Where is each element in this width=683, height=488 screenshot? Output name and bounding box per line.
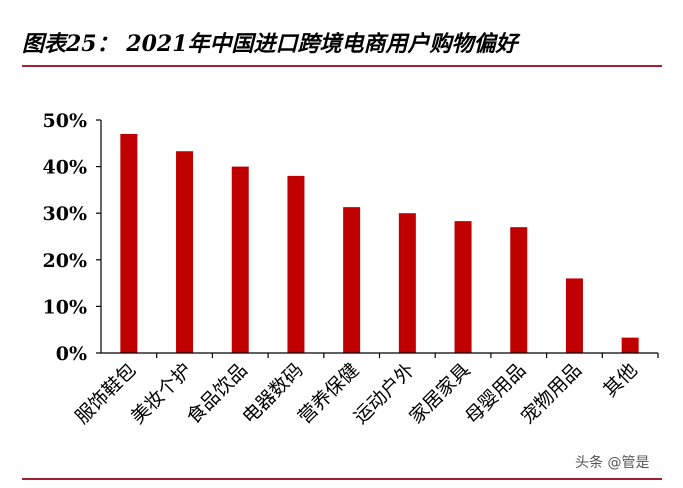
- y-tick-label: 50%: [43, 110, 88, 132]
- x-tick-label: 运动户外: [350, 359, 419, 428]
- footer-rule: [22, 478, 662, 480]
- bar: [398, 213, 416, 353]
- bar: [565, 278, 583, 353]
- x-tick-label: 家居家具: [405, 359, 474, 428]
- bar: [120, 133, 138, 353]
- x-tick-label: 美妆个护: [127, 359, 196, 428]
- bar: [343, 207, 361, 353]
- watermark: 头条 @管是: [575, 455, 650, 471]
- chart-title: 图表25： 2021年中国进口跨境电商用户购物偏好: [22, 31, 518, 57]
- x-tick-label: 服饰鞋包: [71, 359, 140, 428]
- bars: [120, 133, 639, 353]
- y-tick-label: 20%: [43, 250, 88, 272]
- x-tick-label: 其他: [599, 359, 641, 401]
- x-tick-label: 营养保健: [294, 359, 363, 428]
- bar: [231, 166, 249, 353]
- y-tick-label: 40%: [43, 157, 88, 179]
- x-tick-label: 电器数码: [238, 359, 307, 428]
- title-rule: [22, 65, 662, 67]
- y-tick-label: 0%: [56, 343, 87, 365]
- y-axis: 0% 10% 20% 30% 40% 50%: [43, 110, 102, 365]
- bar: [621, 337, 639, 353]
- bar: [454, 221, 472, 353]
- bar: [287, 175, 305, 353]
- y-tick-label: 30%: [43, 203, 88, 225]
- y-tick-label: 10%: [43, 296, 88, 318]
- x-tick-label: 母婴用品: [461, 359, 530, 428]
- bar: [510, 227, 528, 353]
- x-tick-label: 食品饮品: [182, 359, 251, 428]
- bar: [176, 151, 194, 353]
- x-tick-label: 宠物用品: [517, 359, 586, 428]
